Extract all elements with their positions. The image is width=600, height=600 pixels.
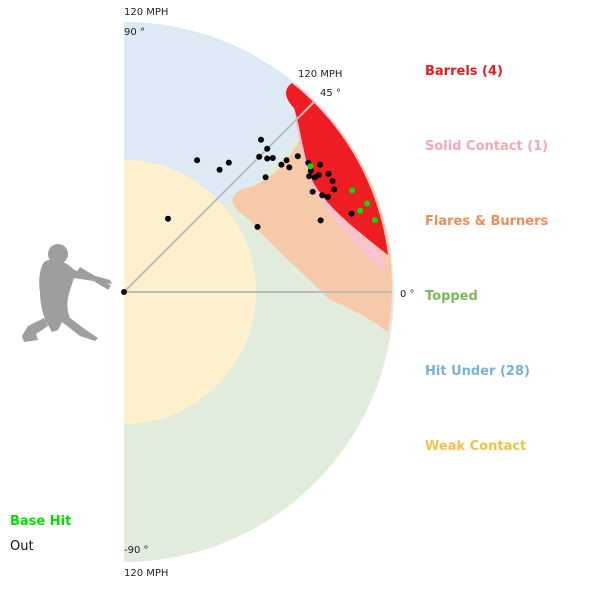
- base-hit-point-0: [307, 163, 314, 170]
- base-hit-point-4: [371, 217, 378, 224]
- out-point-1: [216, 166, 223, 173]
- origin-point: [121, 289, 127, 295]
- zone-legend: Barrels (4) Solid Contact (1) Flares & B…: [425, 64, 549, 454]
- out-point-21: [324, 193, 331, 200]
- out-point-22: [311, 174, 318, 181]
- radius-max-label-top: 120 MPH: [124, 7, 168, 18]
- legend-flares-burners: Flares & Burners: [425, 214, 549, 229]
- out-point-24: [254, 223, 261, 230]
- out-point-7: [269, 155, 276, 161]
- legend-solid-contact: Solid Contact (1): [425, 139, 548, 154]
- out-point-3: [262, 174, 269, 181]
- data-points: [165, 136, 378, 230]
- out-point-8: [264, 155, 271, 162]
- out-point-28: [307, 167, 314, 174]
- out-point-0: [194, 157, 201, 164]
- out-point-6: [264, 145, 271, 152]
- out-point-5: [258, 136, 264, 143]
- out-point-27: [348, 210, 355, 217]
- angle-label-0: 0 °: [400, 289, 415, 300]
- base-hit-point-2: [364, 200, 371, 207]
- radius-max-label-bottom: 120 MPH: [124, 568, 168, 579]
- out-point-25: [165, 215, 171, 222]
- base-hit-point-3: [357, 207, 364, 214]
- result-legend: Base Hit Out: [10, 514, 71, 554]
- out-point-9: [278, 161, 285, 168]
- out-point-4: [256, 153, 263, 160]
- legend-topped: Topped: [425, 289, 478, 304]
- batter-icon: [22, 244, 112, 342]
- legend-weak-contact: Weak Contact: [425, 439, 526, 454]
- base-hit-point-1: [349, 187, 356, 194]
- legend-barrels: Barrels (4): [425, 64, 503, 79]
- axis-45-line: [123, 101, 315, 293]
- radius-max-label-mid: 120 MPH: [298, 69, 342, 80]
- out-point-20: [319, 192, 326, 199]
- out-point-2: [225, 159, 232, 166]
- out-point-23: [309, 188, 316, 195]
- angle-label-90: 90 °: [124, 27, 145, 38]
- out-point-19: [331, 186, 338, 193]
- angle-label-45: 45 °: [320, 88, 341, 99]
- out-point-15: [306, 173, 313, 180]
- out-point-26: [317, 217, 324, 224]
- legend-out: Out: [10, 539, 34, 554]
- out-point-11: [286, 164, 293, 171]
- out-point-17: [325, 170, 332, 177]
- out-point-18: [329, 178, 336, 185]
- out-point-10: [283, 157, 290, 164]
- out-point-12: [294, 153, 301, 160]
- out-point-14: [317, 161, 324, 168]
- legend-base-hit: Base Hit: [10, 514, 71, 529]
- angle-label-neg90: -90 °: [124, 545, 149, 556]
- legend-hit-under: Hit Under (28): [425, 364, 530, 379]
